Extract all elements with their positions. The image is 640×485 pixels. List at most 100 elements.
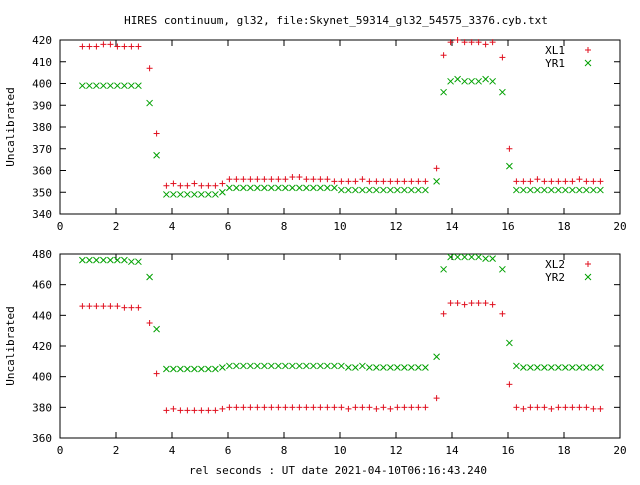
data-point bbox=[415, 186, 422, 194]
data-point bbox=[296, 404, 303, 411]
data-point bbox=[541, 178, 548, 185]
data-point bbox=[79, 43, 86, 50]
data-point bbox=[583, 178, 590, 185]
y-tick-label: 420 bbox=[32, 340, 52, 353]
data-point bbox=[153, 130, 160, 137]
data-point bbox=[184, 365, 191, 373]
data-point bbox=[114, 82, 121, 90]
data-point bbox=[184, 191, 191, 198]
data-point bbox=[555, 178, 562, 185]
data-point bbox=[345, 186, 352, 194]
data-point bbox=[240, 404, 247, 411]
data-point bbox=[520, 186, 527, 194]
data-point bbox=[475, 39, 482, 46]
y-tick-label: 360 bbox=[32, 165, 52, 178]
data-point bbox=[233, 362, 240, 370]
data-point bbox=[394, 186, 401, 194]
data-point bbox=[499, 88, 506, 96]
x-tick-label: 14 bbox=[445, 220, 459, 233]
data-point bbox=[226, 176, 233, 183]
data-point bbox=[359, 176, 366, 183]
data-point bbox=[461, 253, 468, 261]
data-point bbox=[114, 303, 121, 310]
data-point bbox=[170, 365, 177, 373]
data-point bbox=[303, 404, 310, 411]
x-tick-label: 14 bbox=[445, 444, 459, 457]
data-point bbox=[548, 186, 555, 194]
x-tick-label: 12 bbox=[389, 444, 402, 457]
data-point bbox=[282, 176, 289, 183]
data-point bbox=[576, 364, 583, 371]
data-point bbox=[583, 404, 590, 411]
x-tick-label: 0 bbox=[57, 220, 64, 233]
data-point bbox=[205, 365, 212, 373]
data-point bbox=[86, 256, 93, 264]
data-point bbox=[177, 407, 184, 414]
legend-entry: XL1 bbox=[545, 44, 591, 57]
data-point bbox=[366, 364, 373, 371]
data-point bbox=[163, 182, 170, 189]
data-point bbox=[527, 178, 534, 185]
x-tick-label: 18 bbox=[557, 444, 570, 457]
data-point bbox=[454, 300, 461, 307]
legend-entry: YR2 bbox=[545, 271, 592, 284]
data-point bbox=[555, 404, 562, 411]
data-point bbox=[121, 304, 128, 311]
data-point bbox=[541, 364, 548, 371]
data-point bbox=[482, 41, 489, 48]
data-point bbox=[401, 404, 408, 411]
data-point bbox=[454, 253, 461, 261]
x-tick-label: 12 bbox=[389, 220, 402, 233]
data-point bbox=[233, 404, 240, 411]
data-point bbox=[433, 353, 440, 361]
data-point bbox=[296, 362, 303, 370]
data-point bbox=[590, 364, 597, 371]
legend-marker bbox=[584, 59, 592, 67]
data-point bbox=[513, 186, 520, 194]
data-point bbox=[240, 184, 247, 192]
data-point bbox=[128, 43, 135, 50]
x-tick-label: 6 bbox=[225, 220, 232, 233]
x-tick-label: 2 bbox=[113, 444, 120, 457]
data-point bbox=[317, 176, 324, 183]
data-point bbox=[268, 176, 275, 183]
data-point bbox=[548, 364, 555, 371]
legend-entry: XL2 bbox=[545, 258, 591, 271]
data-point bbox=[520, 364, 527, 371]
data-point bbox=[433, 178, 440, 185]
data-point bbox=[261, 404, 268, 411]
chart-title: HIRES continuum, gl32, file:Skynet_59314… bbox=[124, 14, 548, 27]
data-point bbox=[205, 191, 212, 198]
data-point bbox=[107, 41, 114, 48]
data-point bbox=[440, 52, 447, 59]
data-point bbox=[562, 178, 569, 185]
data-point bbox=[135, 43, 142, 50]
data-point bbox=[401, 364, 408, 371]
legend-marker bbox=[585, 47, 591, 53]
data-point bbox=[153, 325, 160, 333]
data-point bbox=[597, 364, 604, 371]
data-point bbox=[440, 310, 447, 317]
data-point bbox=[461, 39, 468, 46]
data-point bbox=[408, 364, 415, 371]
data-point bbox=[331, 184, 338, 192]
data-point bbox=[121, 82, 128, 90]
data-point bbox=[128, 258, 135, 266]
x-tick-label: 10 bbox=[333, 220, 346, 233]
x-tick-label: 20 bbox=[613, 220, 626, 233]
data-point bbox=[261, 184, 268, 192]
data-point bbox=[548, 178, 555, 185]
data-point bbox=[247, 362, 254, 370]
data-point bbox=[482, 300, 489, 307]
data-point bbox=[415, 178, 422, 185]
data-point bbox=[331, 178, 338, 185]
data-point bbox=[198, 182, 205, 189]
data-point bbox=[275, 184, 282, 192]
data-point bbox=[447, 39, 454, 46]
series-xl1 bbox=[79, 37, 604, 189]
data-point bbox=[212, 182, 219, 189]
y-tick-label: 350 bbox=[32, 186, 52, 199]
